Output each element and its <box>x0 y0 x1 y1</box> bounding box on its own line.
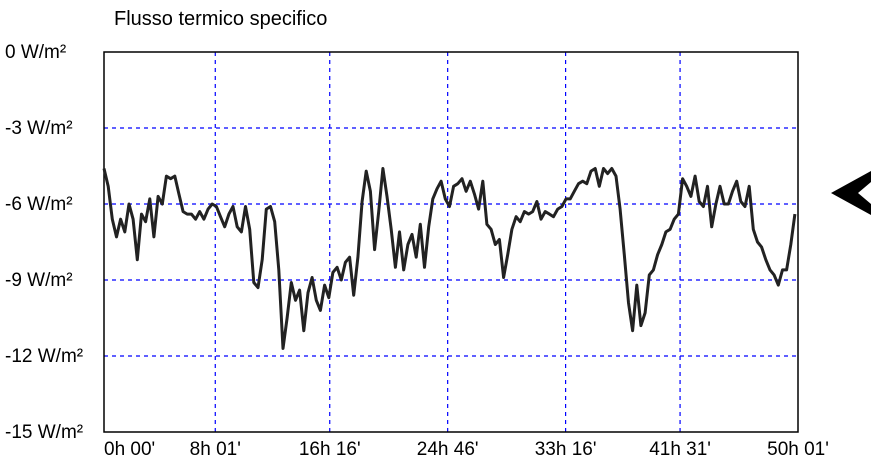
grid-lines <box>104 52 798 432</box>
x-tick-label: 33h 16' <box>535 439 597 460</box>
y-axis-tick-labels: 0 W/m² -3 W/m² -6 W/m² -9 W/m² -12 W/m² -15 W… <box>5 42 83 443</box>
y-tick-label: -3 W/m² <box>5 118 73 139</box>
pointer-arrow-icon <box>831 171 871 215</box>
series-layer <box>102 167 797 350</box>
y-tick-label: 0 W/m² <box>5 42 66 63</box>
y-tick-label: -9 W/m² <box>5 270 73 291</box>
plot-area-frame <box>103 51 799 433</box>
y-tick-label: -15 W/m² <box>5 422 83 443</box>
x-tick-label: 0h 00' <box>104 439 155 460</box>
y-tick-label: -12 W/m² <box>5 346 83 367</box>
x-tick-label: 50h 01' <box>767 439 829 460</box>
chart-title: Flusso termico specifico <box>114 8 327 30</box>
x-tick-label: 8h 01' <box>190 439 241 460</box>
y-tick-label: -6 W/m² <box>5 194 73 215</box>
x-tick-label: 41h 31' <box>649 439 711 460</box>
x-tick-label: 16h 16' <box>299 439 361 460</box>
x-tick-label: 24h 46' <box>417 439 479 460</box>
series-line <box>102 167 797 350</box>
x-axis-tick-labels: 0h 00' 8h 01' 16h 16' 24h 46' 33h 16' 41h 31'… <box>104 439 829 460</box>
